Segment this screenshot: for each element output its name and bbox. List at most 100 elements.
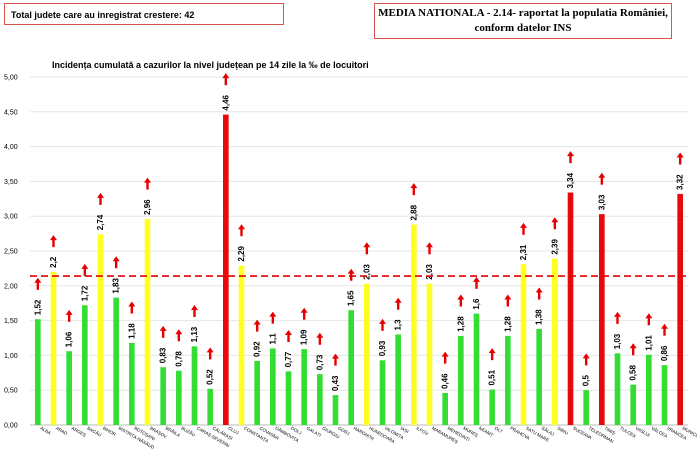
value-label: 1,52 [33,299,42,315]
up-arrow-icon [567,151,574,157]
up-arrow-icon [553,221,557,230]
up-arrow-icon [410,183,418,189]
value-label: 1,09 [300,329,309,345]
bar [426,283,433,425]
up-arrow-icon [300,307,308,313]
value-label: 0,93 [378,340,387,356]
bars: 1,52 ALBA 2,2 ARAD 1,06 ARGEȘ 1,72 BACĂU 2,74 BIH… [30,73,697,450]
value-label: 1,3 [394,319,403,331]
y-tick-label: 3,50 [4,179,18,186]
bar [646,354,652,425]
bar [254,360,260,425]
up-arrow-icon [332,353,339,359]
bar [442,392,448,425]
value-label: 0,58 [629,365,638,381]
value-label: 0,46 [441,373,450,389]
national-average-line2: conform datelor INS [474,22,572,34]
up-arrow-icon [175,329,183,335]
x-tick-label: BUZĂU [180,425,196,438]
up-arrow-icon [428,246,431,255]
bar [207,388,213,425]
bar [489,389,495,425]
up-arrow-icon [537,291,541,300]
up-arrow-icon [522,226,525,235]
x-tick-label: ALBA [39,426,51,436]
y-tick-label: 0,50 [4,388,18,395]
x-tick-label: NEAMȚ [478,426,494,438]
value-label: 1,06 [65,331,74,347]
up-arrow-icon [206,347,214,353]
up-arrow-icon [240,228,243,237]
bar [66,351,72,425]
bar [160,367,166,425]
value-label: 0,86 [660,345,669,361]
up-arrow-icon [36,281,40,290]
value-label: 1,13 [190,326,199,342]
up-arrow-icon [504,294,512,300]
y-tick-label: 0,00 [4,423,18,430]
national-average-line1: MEDIA NATIONALA - 2.14- raportat la popu… [378,7,668,19]
up-arrow-icon [99,196,102,205]
value-label: 1,03 [613,333,622,349]
bar [97,234,104,425]
up-arrow-icon [193,308,196,317]
up-arrow-icon [473,276,480,282]
up-arrow-icon [128,301,136,307]
up-arrow-icon [83,267,87,276]
up-arrow-icon [81,263,89,269]
y-tick-label: 5,00 [4,75,18,82]
value-label: 3,34 [566,172,575,188]
y-tick-label: 2,00 [4,283,18,290]
x-tick-label: SIBIU [556,426,569,436]
up-arrow-icon [222,73,230,79]
x-tick-label: TIMIȘ [603,426,616,436]
x-tick-label: VÂLCEA [650,425,668,439]
value-label: 2,96 [143,199,152,215]
up-arrow-icon [584,357,588,366]
value-label: 2,88 [409,204,418,220]
up-arrow-icon [629,343,637,349]
up-arrow-icon [582,353,590,359]
up-arrow-icon [598,172,606,178]
value-label: 1,1 [268,333,277,345]
value-label: 0,77 [284,351,293,367]
bar [82,305,88,425]
bar [332,395,339,425]
bar [348,310,354,425]
x-tick-label: ARAD [55,426,69,437]
up-arrow-icon [253,319,261,325]
bar [223,114,229,426]
up-arrow-icon [379,318,386,324]
up-arrow-icon [144,177,151,183]
up-arrow-icon [224,77,228,86]
bar [113,297,119,425]
bar [599,214,605,425]
value-label: 4,46 [221,94,230,110]
up-arrow-icon [347,268,355,274]
up-arrow-icon [255,323,259,332]
increase-count-text: Total judete care au inregistrat crester… [11,10,195,20]
chart-title: Incidența cumulată a cazurilor la nivel … [52,60,369,70]
up-arrow-icon [318,336,322,345]
x-tick-label: BACĂU [86,425,102,438]
bar [379,360,386,425]
x-tick-label: BIHOR [102,426,117,438]
up-arrow-icon [490,352,494,361]
value-label: 1,83 [112,278,121,294]
up-arrow-icon [363,242,371,248]
x-tick-label: DOLJ [290,426,302,436]
value-label: 1,28 [456,316,465,332]
bar [317,374,323,425]
y-tick-label: 4,00 [4,144,18,151]
y-tick-label: 3,00 [4,214,18,221]
value-label: 1,01 [644,335,653,351]
bar [285,371,292,425]
value-label: 2,03 [362,264,371,280]
x-tick-label: ARGEȘ [71,426,87,438]
up-arrow-icon [130,305,134,314]
up-arrow-icon [50,235,57,241]
up-arrow-icon [412,187,416,196]
up-arrow-icon [65,309,73,315]
up-arrow-icon [34,277,42,283]
